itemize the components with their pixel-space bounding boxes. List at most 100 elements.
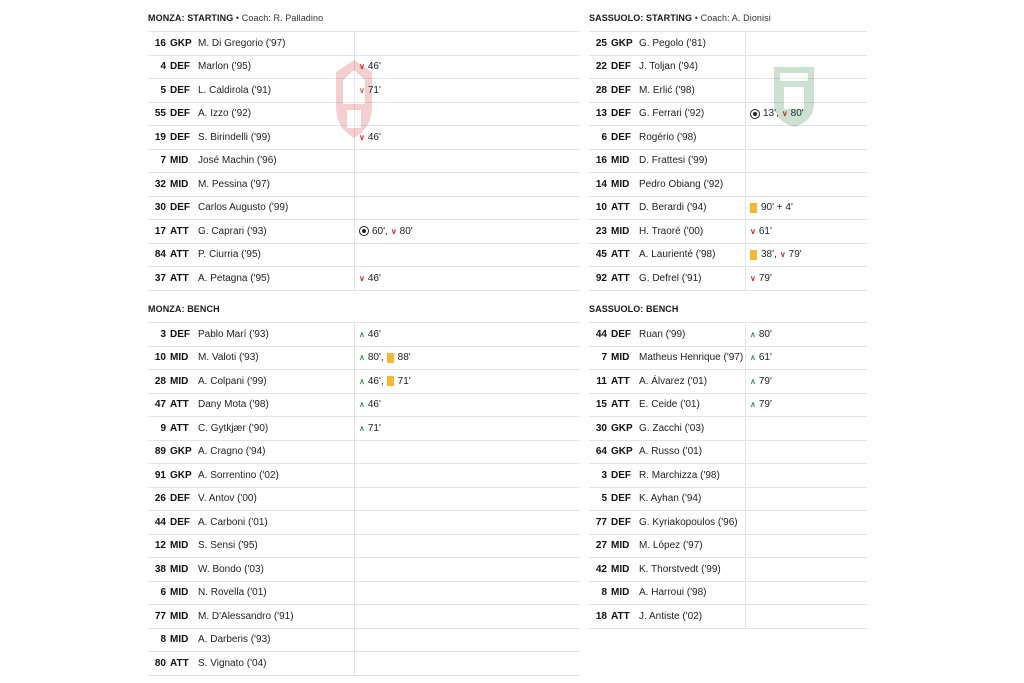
player-cell: 38 MID W. Bondo ('03) [148, 558, 355, 581]
player-cell: 92 ATT G. Defrel ('91) [589, 267, 746, 290]
player-name: C. Gytkjær ('90) [198, 422, 269, 434]
player-name: Pablo Marí ('93) [198, 328, 269, 340]
player-cell: 55 DEF A. Izzo ('92) [148, 102, 355, 125]
event-minute: 79' [758, 399, 772, 411]
lineup-table: 25 GKP G. Pegolo ('81) 22 DEF J. Toljan ('94)… [589, 31, 867, 291]
match-events: ∨46' [355, 132, 384, 143]
match-events: ∧ 79' [746, 376, 775, 387]
match-events: ∨ 61' [746, 226, 775, 237]
monza-crest-icon [336, 60, 372, 138]
match-event: ∨46' [359, 61, 381, 72]
position: GKP [170, 469, 192, 481]
substitution-out-icon: ∨ [359, 132, 365, 142]
event-minute: 13', [763, 108, 779, 120]
event-minute: 71' [367, 422, 381, 434]
shirt-number: 13 [595, 108, 607, 120]
player-cell: 44 DEF Ruan ('99) [589, 323, 746, 346]
player-name: M. Di Gregorio ('97) [198, 37, 286, 49]
player-cell: 89 GKP A. Cragno ('94) [148, 440, 355, 463]
event-minute: 46' [367, 131, 381, 143]
player-name: K. Thorstvedt ('99) [639, 563, 721, 575]
yellow-card-icon [386, 376, 394, 387]
match-event: ∨71' [359, 85, 381, 96]
sassuolo-crest-icon [774, 67, 814, 127]
player-name: G. Defrel ('91) [639, 272, 702, 284]
player-cell: 84 ATT P. Ciurria ('95) [148, 243, 355, 266]
match-events: ∧ 46', 71' [355, 376, 414, 387]
shirt-number: 92 [595, 272, 607, 284]
position: ATT [170, 399, 189, 411]
player-name: M. Erlić ('98) [639, 84, 695, 96]
position: MID [170, 352, 189, 364]
event-minute: 60', [372, 225, 388, 237]
lineup-table: 16 GKP M. Di Gregorio ('97) 4 DEF Marlon ('95… [148, 31, 580, 291]
player-name: A. Izzo ('92) [198, 108, 252, 120]
player-cell: 6 DEF Rogério ('98) [589, 126, 746, 149]
player-row: 15 ATT E. Ceide ('01) ∧ 79' [589, 393, 867, 417]
match-event: 13', [750, 108, 779, 119]
shirt-number: 42 [595, 563, 607, 575]
player-cell: 42 MID K. Thorstvedt ('99) [589, 558, 746, 581]
position: DEF [170, 516, 190, 528]
player-row: 30 GKP G. Zacchi ('03) [589, 417, 867, 441]
event-minute: 61' [758, 352, 772, 364]
shirt-number: 8 [160, 634, 166, 646]
player-row: 32 MID M. Pessina ('97) [148, 173, 580, 197]
player-cell: 17 ATT G. Caprari ('93) [148, 220, 355, 243]
position: DEF [611, 516, 631, 528]
match-event: 60', [359, 226, 388, 237]
shirt-number: 47 [154, 399, 166, 411]
player-row: 44 DEF Ruan ('99) ∧ 80' [589, 323, 867, 347]
player-row: 6 DEF Rogério ('98) [589, 126, 867, 150]
substitution-in-icon: ∧ [750, 329, 756, 339]
player-name: Dany Mota ('98) [198, 399, 269, 411]
substitution-out-icon: ∨ [359, 273, 365, 283]
player-row: 8 MID A. Harroui ('98) [589, 581, 867, 605]
player-row: 7 MID Matheus Henrique ('97) ∧ 61' [589, 346, 867, 370]
sassuolo-starting-section: SASSUOLO: STARTING • Coach: A. Dionisi 2… [589, 12, 867, 291]
yellow-card-icon [386, 352, 394, 363]
position: DEF [611, 61, 631, 73]
player-row: 18 ATT J. Antiste ('02) [589, 605, 867, 629]
match-events: ∧ 46' [355, 329, 384, 340]
match-event: ∧ 46' [359, 399, 381, 410]
player-name: A. Petagna ('95) [198, 272, 270, 284]
event-minute: 46' [367, 61, 381, 73]
shirt-number: 28 [595, 84, 607, 96]
player-name: V. Antov ('00) [198, 493, 257, 505]
shirt-number: 38 [154, 563, 166, 575]
player-name: G. Caprari ('93) [198, 225, 267, 237]
position: MID [170, 540, 189, 552]
player-name: Ruan ('99) [639, 328, 686, 340]
position: DEF [611, 108, 631, 120]
substitution-out-icon: ∨ [779, 250, 786, 260]
match-event: ∧ 80' [750, 329, 772, 340]
shirt-number: 77 [154, 610, 166, 622]
player-cell: 80 ATT S. Vignato ('04) [148, 652, 355, 675]
event-minute: 71' [397, 375, 411, 387]
match-event: ∧ 71' [359, 423, 381, 434]
player-row: 26 DEF V. Antov ('00) [148, 487, 580, 511]
monza-bench-section: MONZA: BENCH 3 DEF Pablo Marí ('93) ∧ 46' 10 M… [148, 303, 580, 676]
match-event: ∨ 79' [780, 249, 802, 260]
player-name: Matheus Henrique ('97) [639, 352, 744, 364]
player-cell: 8 MID A. Harroui ('98) [589, 581, 746, 604]
player-cell: 16 GKP M. Di Gregorio ('97) [148, 32, 355, 55]
shirt-number: 80 [154, 657, 166, 669]
player-row: 84 ATT P. Ciurria ('95) [148, 243, 580, 267]
match-event: ∧ 46' [359, 329, 381, 340]
player-cell: 7 MID José Machin ('96) [148, 149, 355, 172]
player-row: 11 ATT A. Álvarez ('01) ∧ 79' [589, 370, 867, 394]
player-cell: 10 MID M. Valoti ('93) [148, 346, 355, 369]
section-title: MONZA: BENCH [148, 304, 220, 314]
event-minute: 80' [399, 225, 413, 237]
position: DEF [170, 108, 190, 120]
coach-label: • Coach: R. Palladino [233, 13, 324, 23]
section-title: SASSUOLO: STARTING • Coach: A. Dionisi [589, 13, 771, 23]
player-name: D. Frattesi ('99) [639, 155, 708, 167]
match-events: ∧ 46' [355, 399, 384, 410]
shirt-number: 30 [595, 422, 607, 434]
player-name: R. Marchizza ('98) [639, 469, 720, 481]
player-name: D. Berardi ('94) [639, 202, 707, 214]
event-minute: 80' [758, 328, 772, 340]
